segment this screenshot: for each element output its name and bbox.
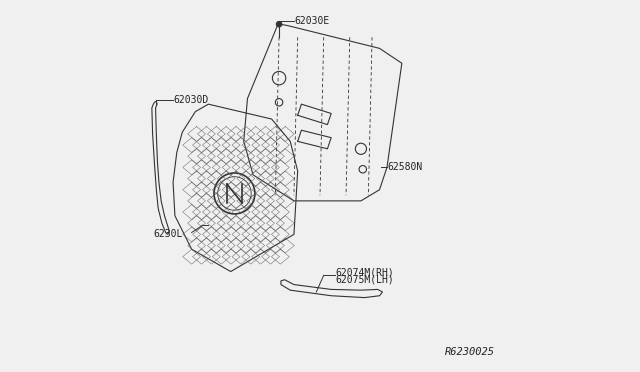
Circle shape (276, 21, 282, 27)
Text: R6230025: R6230025 (445, 347, 495, 357)
Text: 62075M(LH): 62075M(LH) (335, 274, 394, 284)
Text: 62074M(RH): 62074M(RH) (335, 267, 394, 277)
Text: 6230L: 6230L (154, 230, 183, 239)
Text: 62030D: 62030D (174, 96, 209, 105)
Text: 62030E: 62030E (294, 16, 330, 26)
Text: 62580N: 62580N (388, 163, 423, 172)
